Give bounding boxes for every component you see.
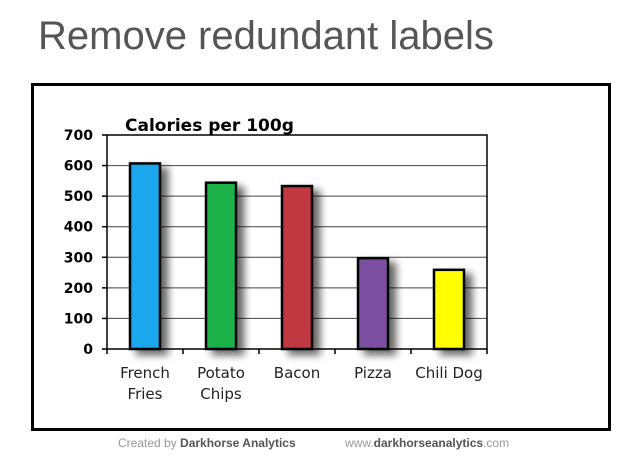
y-tick-label: 400 <box>64 220 93 236</box>
footer-credit: Created by Darkhorse Analytics <box>118 436 296 450</box>
y-tick-label: 100 <box>64 311 93 327</box>
bar-potato-chips <box>204 181 238 351</box>
y-tick-label: 700 <box>64 128 93 144</box>
y-tick-label: 600 <box>64 159 93 175</box>
x-tick-label: Bacon <box>274 364 320 382</box>
bar-bacon <box>280 184 314 351</box>
url-suffix: .com <box>483 436 510 450</box>
credit-prefix: Created by <box>118 436 177 450</box>
x-tick-label: French <box>120 364 170 382</box>
x-tick-label: Chips <box>200 385 242 403</box>
x-tick-label: Fries <box>128 385 163 403</box>
chart-frame <box>31 83 611 431</box>
plot-border <box>106 134 488 350</box>
x-tick-label: Chili Dog <box>415 364 483 382</box>
url-brand: darkhorseanalytics <box>373 436 484 450</box>
chart-title: Calories per 100g <box>125 116 294 136</box>
y-tick-label: 500 <box>64 189 93 205</box>
x-tick-label: Potato <box>197 364 245 382</box>
bar-pizza <box>356 256 390 351</box>
bar-chili-dog <box>432 268 466 351</box>
y-tick-label: 300 <box>64 250 93 266</box>
y-tick-label: 200 <box>64 281 93 297</box>
bar-french-fries <box>128 162 162 351</box>
url-prefix: www. <box>345 436 374 450</box>
y-tick-label: 0 <box>83 342 93 358</box>
x-tick-label: Pizza <box>354 364 392 382</box>
footer-url: www.darkhorseanalytics.com <box>345 436 509 450</box>
slide-title: Remove redundant labels <box>38 14 494 58</box>
credit-brand: Darkhorse Analytics <box>180 436 296 450</box>
